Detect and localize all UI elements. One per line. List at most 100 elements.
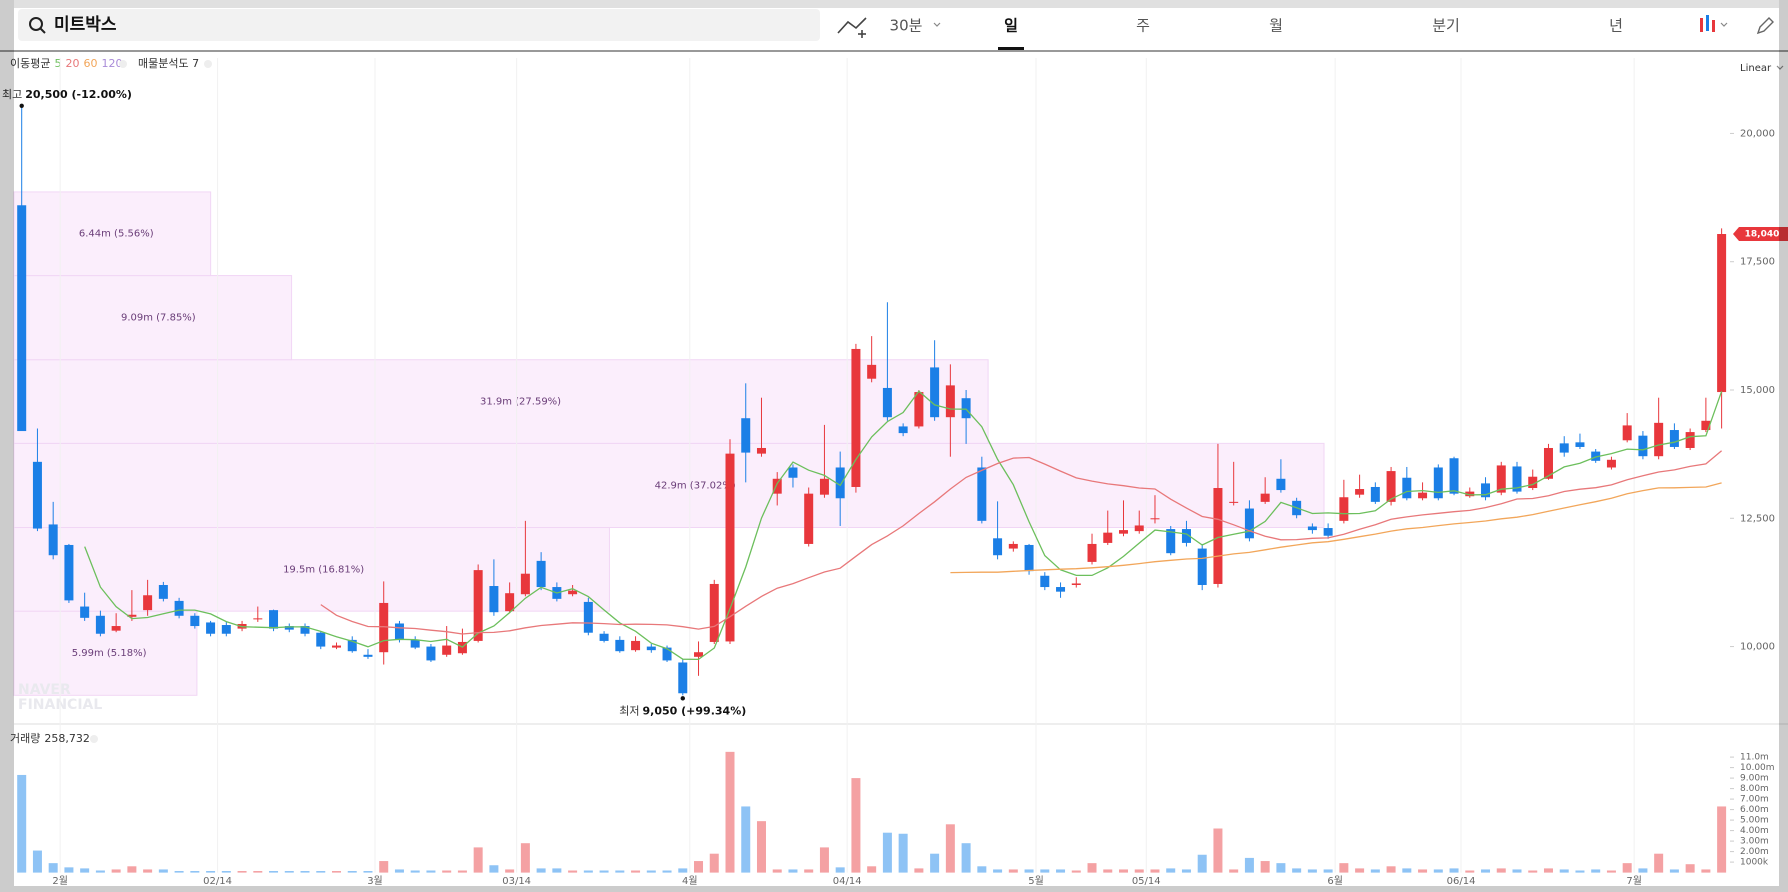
edit-icon[interactable] xyxy=(1756,17,1774,35)
candle-body xyxy=(158,584,168,599)
candle-body xyxy=(1717,234,1727,393)
volume-bar xyxy=(599,870,609,873)
volume-tick-label: 1000k xyxy=(1740,858,1769,868)
volume-profile-label: 9.09m (7.85%) xyxy=(121,313,196,324)
candle-body xyxy=(1433,467,1443,499)
volume-bar xyxy=(1071,870,1081,873)
volume-bar xyxy=(269,871,279,873)
candle-body xyxy=(1386,471,1396,502)
candle-body xyxy=(206,622,216,634)
ma-legend-item: 20 xyxy=(65,57,79,70)
volume-bar xyxy=(1386,866,1396,873)
candle-body xyxy=(1528,476,1538,489)
candle-body xyxy=(1622,425,1632,441)
x-tick-label: 02/14 xyxy=(203,876,232,887)
candle-body xyxy=(1103,532,1113,543)
volume-bar xyxy=(332,871,341,873)
candle-body xyxy=(993,538,1003,556)
candle-body xyxy=(678,662,688,694)
x-tick-label: 03/14 xyxy=(502,876,531,887)
volume-bar xyxy=(615,870,625,873)
volume-bar xyxy=(316,871,326,873)
candle-body xyxy=(756,447,766,454)
candle-body xyxy=(80,606,90,618)
volume-bar xyxy=(143,869,153,873)
volume-bar xyxy=(678,868,688,873)
period-tab[interactable]: 월 xyxy=(1269,17,1283,35)
volume-tick-label: 8.00m xyxy=(1740,784,1769,794)
candle-body xyxy=(1071,583,1081,585)
volume-bar xyxy=(709,853,719,873)
moving-average xyxy=(84,390,1723,661)
candle-body xyxy=(977,467,987,521)
search-box[interactable] xyxy=(18,9,820,41)
volume-tick-label: 5.00m xyxy=(1740,816,1769,826)
ma-legend: 이동평균 5 20 60 120 xyxy=(10,57,122,70)
volume-bar xyxy=(804,869,814,873)
volume-bar xyxy=(756,821,766,873)
candle-body xyxy=(17,205,27,432)
period-tab[interactable]: 주 xyxy=(1136,17,1150,35)
volume-bar xyxy=(520,843,530,873)
volume-profile-band xyxy=(13,442,1325,529)
candle-body xyxy=(1559,443,1569,453)
volume-bar xyxy=(867,866,877,873)
candle-body xyxy=(1213,488,1223,584)
candle-body xyxy=(945,385,955,418)
candle-body xyxy=(1591,451,1601,461)
scale-label[interactable]: Linear xyxy=(1740,63,1772,74)
candle-body xyxy=(410,639,420,648)
candle-body xyxy=(599,633,609,641)
candle-body xyxy=(1543,447,1553,479)
volume-total: 258,732 xyxy=(44,732,90,745)
volume-bar xyxy=(536,868,546,873)
candle-body xyxy=(835,467,845,499)
y-tick-label: 20,000 xyxy=(1740,128,1775,139)
volume-bar xyxy=(1638,868,1648,873)
volume-bar xyxy=(127,866,137,873)
volume-bar xyxy=(1181,869,1191,873)
draw-tool-icon[interactable] xyxy=(837,17,867,34)
candle-body xyxy=(363,654,373,657)
volume-bar xyxy=(914,868,924,873)
period-tab[interactable]: 년 xyxy=(1609,17,1623,35)
ma-legend-item: 120 xyxy=(101,57,122,70)
volume-bar xyxy=(1323,869,1333,873)
legend-close xyxy=(204,60,212,68)
volume-bar xyxy=(772,869,782,873)
x-tick-label: 7월 xyxy=(1626,875,1642,887)
period-tab[interactable]: 분기 xyxy=(1432,17,1460,35)
chart-type-icon[interactable] xyxy=(1712,20,1715,32)
candle-body xyxy=(379,602,389,653)
volume-bar xyxy=(1591,869,1601,873)
volume-bar xyxy=(1717,806,1727,873)
candle-body xyxy=(646,646,656,651)
period-tab[interactable]: 일 xyxy=(1004,17,1018,35)
candle-body xyxy=(1307,526,1317,531)
chart-type-icon[interactable] xyxy=(1706,15,1709,31)
candle-body xyxy=(1197,548,1207,585)
volume-bar xyxy=(1276,863,1286,873)
volume-bar xyxy=(1701,869,1711,873)
candle-body xyxy=(520,573,530,595)
chevron xyxy=(933,22,941,27)
search-text[interactable]: 미트박스 xyxy=(54,15,117,35)
candle-body xyxy=(1370,486,1380,502)
volume-bar xyxy=(835,867,845,873)
period-tab[interactable]: 30분 xyxy=(890,17,923,35)
volume-tick-label: 3.00m xyxy=(1740,837,1769,847)
candle-body xyxy=(127,614,137,617)
moving-average xyxy=(320,450,1723,635)
candle-body xyxy=(1606,459,1616,468)
x-tick-label: 5월 xyxy=(1028,875,1044,887)
volume-bar xyxy=(111,869,121,873)
candle-body xyxy=(1181,529,1191,543)
chart-type-icon[interactable] xyxy=(1700,18,1703,32)
volume-bar xyxy=(1433,869,1443,873)
candle-body xyxy=(568,590,578,595)
candle-body xyxy=(1134,525,1144,532)
volume-profile-band xyxy=(13,610,198,696)
volume-bar xyxy=(1166,868,1176,873)
volume-bar xyxy=(882,832,892,873)
volume-bar xyxy=(206,871,216,873)
